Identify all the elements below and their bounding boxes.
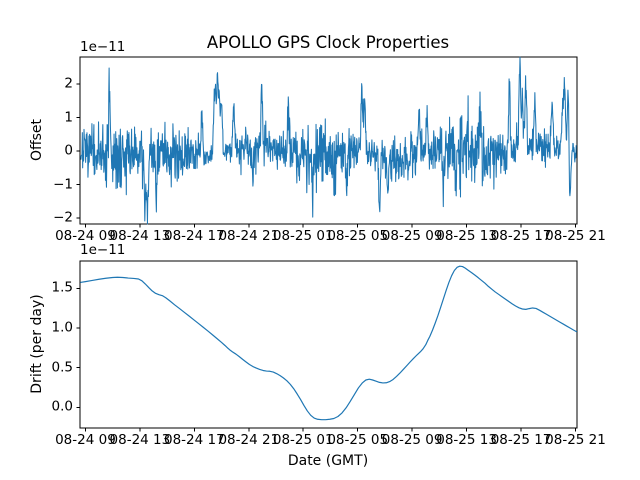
bottom-offset-exponent: 1e−11 bbox=[80, 242, 126, 258]
offset-subplot-spines bbox=[79, 56, 578, 225]
drift-subplot-xtick-label-7: 08-25 13 bbox=[436, 432, 497, 448]
bottom-ylabel: Drift (per day) bbox=[29, 294, 45, 394]
drift-subplot-ytick-label-2: 1.0 bbox=[51, 319, 73, 336]
offset-subplot-ytick-label-3: −1 bbox=[53, 176, 73, 193]
drift-subplot-ytick-label-0: 0.0 bbox=[51, 398, 73, 415]
xlabel: Date (GMT) bbox=[287, 453, 369, 469]
offset-subplot-xtick-label-1: 08-24 13 bbox=[109, 228, 171, 244]
offset-subplot-ytick-label-2: 0 bbox=[64, 142, 73, 159]
drift-subplot-xtick-label-4: 08-25 01 bbox=[272, 432, 334, 448]
offset-subplot-xtick-label-4: 08-25 01 bbox=[272, 228, 334, 244]
drift-subplot-xtick-label-9: 08-25 21 bbox=[545, 432, 606, 448]
drift-subplot-ytick-label-1: 0.5 bbox=[51, 359, 73, 376]
drift-subplot-line bbox=[80, 265, 578, 421]
drift-subplot-xtick-label-1: 08-24 13 bbox=[109, 432, 171, 448]
drift-subplot-spines bbox=[79, 260, 578, 429]
offset-subplot-xtick-label-6: 08-25 09 bbox=[381, 228, 443, 244]
drift-subplot-xtick-label-5: 08-25 05 bbox=[327, 432, 389, 448]
offset-subplot-xtick-label-8: 08-25 17 bbox=[490, 228, 552, 244]
offset-subplot-xtick-label-2: 08-24 17 bbox=[163, 228, 225, 244]
top-ylabel: Offset bbox=[29, 118, 45, 162]
drift-subplot-xtick-label-6: 08-25 09 bbox=[381, 432, 443, 448]
chart-title: APOLLO GPS Clock Properties bbox=[206, 33, 450, 52]
offset-subplot-xtick-label-3: 08-24 21 bbox=[218, 228, 280, 244]
offset-subplot-xtick-label-5: 08-25 05 bbox=[327, 228, 389, 244]
offset-subplot-xtick-label-7: 08-25 13 bbox=[436, 228, 497, 244]
drift-subplot-xtick-label-0: 08-24 09 bbox=[55, 432, 116, 448]
offset-subplot-ytick-label-1: 1 bbox=[64, 109, 73, 126]
offset-subplot-line bbox=[80, 56, 577, 225]
drift-subplot-xtick-label-3: 08-24 21 bbox=[218, 432, 280, 448]
drift-subplot-xtick-label-2: 08-24 17 bbox=[163, 432, 225, 448]
drift-subplot-xtick-label-8: 08-25 17 bbox=[490, 432, 552, 448]
offset-subplot-ytick-label-0: 2 bbox=[64, 75, 73, 92]
offset-subplot-xtick-label-9: 08-25 21 bbox=[545, 228, 606, 244]
drift-subplot-ytick-label-3: 1.5 bbox=[51, 279, 73, 296]
top-offset-exponent: 1e−11 bbox=[80, 39, 126, 55]
offset-subplot-xtick-label-0: 08-24 09 bbox=[55, 228, 116, 244]
offset-subplot-ytick-label-4: −2 bbox=[53, 209, 73, 226]
